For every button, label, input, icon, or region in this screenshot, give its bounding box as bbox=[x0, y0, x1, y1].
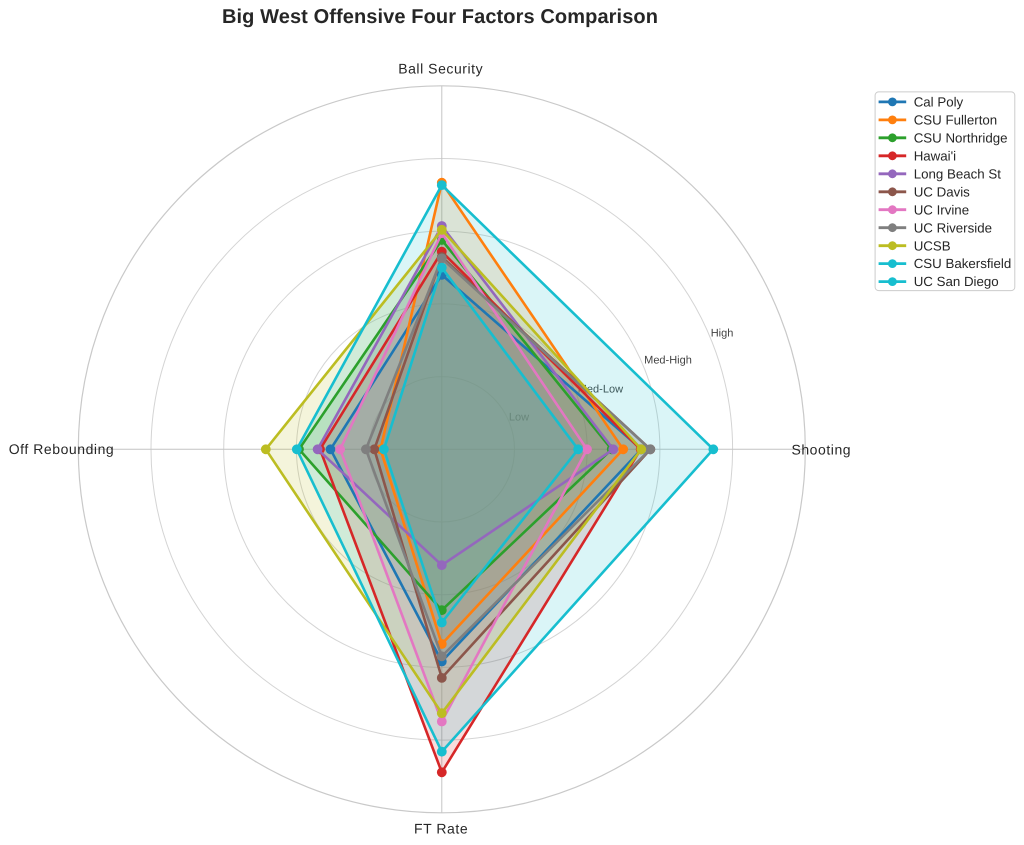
svg-text:Ball Security: Ball Security bbox=[398, 61, 483, 77]
svg-text:UC Irvine: UC Irvine bbox=[914, 202, 969, 217]
svg-text:Big West Offensive Four Factor: Big West Offensive Four Factors Comparis… bbox=[222, 6, 658, 28]
svg-text:Shooting: Shooting bbox=[791, 441, 851, 457]
svg-text:Cal Poly: Cal Poly bbox=[914, 95, 964, 110]
svg-text:CSU Northridge: CSU Northridge bbox=[914, 130, 1008, 145]
svg-text:Long Beach St: Long Beach St bbox=[914, 166, 1002, 181]
svg-text:Off Rebounding: Off Rebounding bbox=[9, 441, 115, 457]
svg-text:High: High bbox=[711, 327, 734, 339]
svg-text:UCSB: UCSB bbox=[914, 238, 951, 253]
svg-text:CSU Fullerton: CSU Fullerton bbox=[914, 113, 998, 128]
svg-text:UC Davis: UC Davis bbox=[914, 184, 970, 199]
svg-text:Low: Low bbox=[509, 411, 529, 423]
svg-text:UC San Diego: UC San Diego bbox=[914, 274, 999, 289]
svg-text:Med-High: Med-High bbox=[644, 354, 692, 366]
svg-text:Hawai'i: Hawai'i bbox=[914, 148, 956, 163]
svg-text:UC Riverside: UC Riverside bbox=[914, 220, 992, 235]
svg-text:CSU Bakersfield: CSU Bakersfield bbox=[914, 256, 1012, 271]
svg-text:FT Rate: FT Rate bbox=[414, 821, 468, 837]
